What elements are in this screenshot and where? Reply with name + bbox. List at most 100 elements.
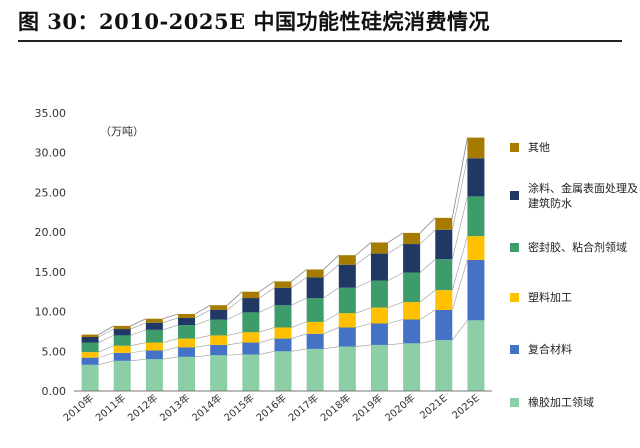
- bar-segment: [370, 344, 388, 391]
- x-axis: 2010年2011年2012年2013年2014年2015年2016年2017年…: [60, 390, 492, 424]
- bar-segment: [338, 313, 356, 328]
- y-tick-label: 5.00: [42, 345, 67, 358]
- bar-segment: [81, 342, 99, 353]
- x-tick-label: 2014年: [189, 391, 225, 424]
- legend-label: 密封胶、粘合剂领域: [528, 240, 627, 254]
- bar-segment: [113, 329, 131, 336]
- bar-segment: [242, 298, 260, 313]
- connector-line: [387, 301, 404, 308]
- bar-segment: [81, 352, 99, 358]
- bar-segment: [306, 298, 324, 322]
- bar-segment: [370, 280, 388, 308]
- y-tick-label: 15.00: [35, 266, 67, 279]
- bar-segment: [435, 217, 453, 230]
- bar-segment: [274, 351, 292, 391]
- connector-line: [323, 287, 339, 299]
- bar-segment: [178, 338, 196, 348]
- bar-segment: [338, 346, 356, 391]
- bar-segment: [338, 255, 356, 265]
- connector-line: [130, 322, 147, 330]
- bar-segment: [178, 313, 196, 318]
- connector-line: [162, 347, 179, 351]
- connector-line: [291, 269, 307, 282]
- bar-segment: [113, 335, 131, 346]
- bar-segment: [467, 137, 485, 159]
- connector-line: [419, 258, 436, 273]
- bar-segment: [403, 232, 421, 245]
- bar-segment: [370, 323, 388, 345]
- y-tick-label: 25.00: [35, 186, 67, 199]
- bar-segment: [467, 259, 485, 321]
- connector-line: [259, 338, 275, 343]
- bar-segment: [274, 338, 292, 352]
- connector-line: [420, 339, 436, 344]
- connector-line: [130, 350, 146, 354]
- bar-segment: [435, 229, 453, 260]
- connector-line: [419, 309, 436, 320]
- bar-segment: [113, 360, 131, 391]
- bar-segment: [370, 242, 388, 254]
- bar-segment: [467, 196, 485, 237]
- connector-line: [291, 333, 307, 339]
- connector-line: [227, 331, 243, 336]
- bar-segment: [274, 305, 292, 328]
- connector-line: [227, 342, 243, 346]
- connector-line: [162, 338, 179, 343]
- connector-line: [130, 329, 146, 336]
- connector-line: [98, 328, 114, 338]
- bar-segment: [403, 319, 421, 344]
- bar-segment: [242, 312, 260, 333]
- bar-segment: [81, 336, 99, 343]
- bar-segment: [467, 320, 485, 391]
- x-tick-label: 2021E: [418, 393, 449, 422]
- connector-line: [130, 318, 147, 327]
- legend-swatch: [510, 398, 519, 407]
- connector-line: [194, 309, 211, 319]
- legend-swatch: [510, 243, 519, 252]
- legend-label: 橡胶加工领域: [528, 395, 594, 409]
- bar-segment: [145, 322, 163, 330]
- bar-segment: [435, 259, 453, 291]
- connector-lines: [98, 137, 468, 366]
- bar-segment: [113, 325, 131, 330]
- bar-segment: [274, 287, 292, 306]
- bar-segment: [113, 345, 131, 353]
- x-tick-label: 2019年: [350, 391, 386, 424]
- bar-segment: [113, 352, 131, 361]
- bar-segment: [81, 357, 99, 365]
- bar-segment: [274, 327, 292, 339]
- connector-line: [194, 319, 211, 326]
- connector-line: [259, 287, 275, 299]
- connector-line: [162, 356, 179, 360]
- bar-segment: [210, 355, 228, 391]
- bar-segment: [338, 327, 356, 347]
- connector-line: [259, 281, 275, 292]
- bar-segment: [435, 340, 453, 391]
- x-tick-label: 2012年: [125, 391, 161, 424]
- legend-swatch: [510, 293, 519, 302]
- connector-line: [98, 360, 114, 366]
- connector-line: [451, 158, 468, 230]
- connector-line: [419, 217, 436, 234]
- legend-label: 其他: [528, 141, 550, 154]
- connector-line: [355, 253, 372, 265]
- connector-line: [323, 254, 340, 270]
- bar-segment: [178, 356, 196, 391]
- x-tick-label: 2016年: [253, 391, 289, 424]
- connector-line: [387, 272, 404, 281]
- unit-label: （万吨）: [100, 125, 144, 138]
- connector-line: [130, 342, 146, 347]
- connector-line: [451, 259, 468, 311]
- connector-line: [291, 321, 307, 328]
- x-tick-label: 2020年: [382, 391, 418, 424]
- bar-segment: [306, 321, 324, 334]
- bar-segment: [306, 277, 324, 299]
- connector-line: [451, 196, 468, 260]
- legend-label: 塑料加工: [528, 290, 572, 304]
- connector-line: [162, 317, 179, 323]
- bar-segment: [81, 334, 99, 337]
- connector-line: [227, 297, 243, 311]
- connector-line: [291, 348, 307, 352]
